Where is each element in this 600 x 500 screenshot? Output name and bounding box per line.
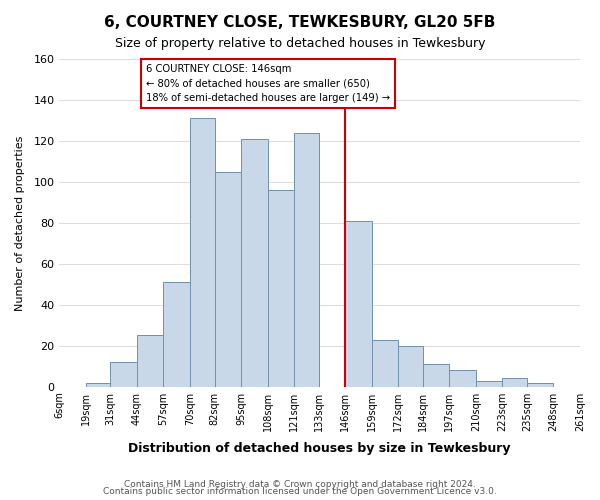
- Bar: [86, 382, 110, 386]
- Bar: [110, 362, 137, 386]
- Bar: [372, 340, 398, 386]
- Bar: [502, 378, 527, 386]
- Bar: [398, 346, 423, 387]
- Bar: [241, 139, 268, 386]
- Bar: [423, 364, 449, 386]
- Text: 6 COURTNEY CLOSE: 146sqm
← 80% of detached houses are smaller (650)
18% of semi-: 6 COURTNEY CLOSE: 146sqm ← 80% of detach…: [146, 64, 389, 104]
- Text: 6, COURTNEY CLOSE, TEWKESBURY, GL20 5FB: 6, COURTNEY CLOSE, TEWKESBURY, GL20 5FB: [104, 15, 496, 30]
- Bar: [527, 382, 553, 386]
- Bar: [476, 380, 502, 386]
- Text: Size of property relative to detached houses in Tewkesbury: Size of property relative to detached ho…: [115, 38, 485, 51]
- Y-axis label: Number of detached properties: Number of detached properties: [15, 135, 25, 310]
- X-axis label: Distribution of detached houses by size in Tewkesbury: Distribution of detached houses by size …: [128, 442, 511, 455]
- Bar: [215, 172, 241, 386]
- Bar: [190, 118, 215, 386]
- Text: Contains public sector information licensed under the Open Government Licence v3: Contains public sector information licen…: [103, 487, 497, 496]
- Text: Contains HM Land Registry data © Crown copyright and database right 2024.: Contains HM Land Registry data © Crown c…: [124, 480, 476, 489]
- Bar: [449, 370, 476, 386]
- Bar: [137, 336, 163, 386]
- Bar: [163, 282, 190, 387]
- Bar: [268, 190, 294, 386]
- Bar: [294, 132, 319, 386]
- Bar: [345, 221, 372, 386]
